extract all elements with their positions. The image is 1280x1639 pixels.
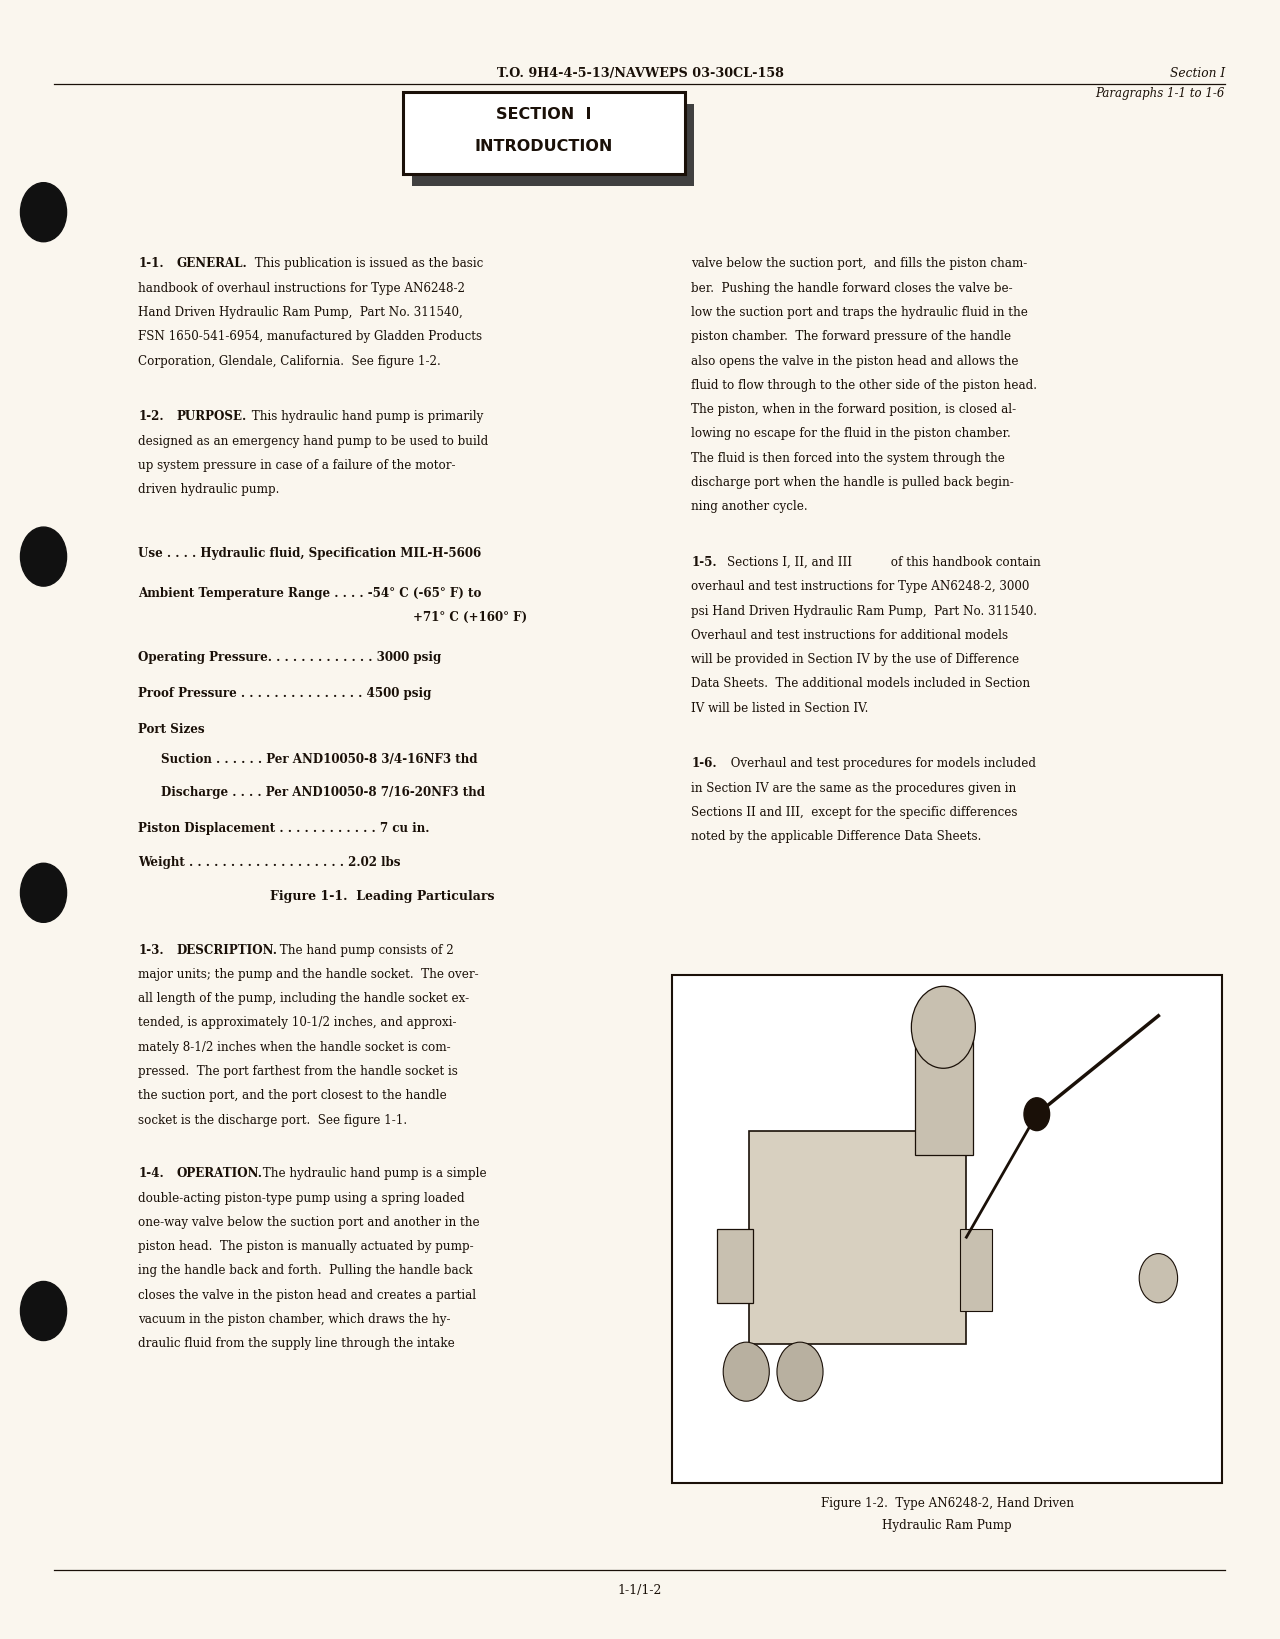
Bar <box>403 93 685 175</box>
Text: SECTION  I: SECTION I <box>497 107 591 121</box>
Circle shape <box>20 184 67 243</box>
Text: Overhaul and test procedures for models included: Overhaul and test procedures for models … <box>727 757 1036 770</box>
Text: Suction . . . . . . Per AND10050-8 3/4-16NF3 thd: Suction . . . . . . Per AND10050-8 3/4-1… <box>161 752 477 765</box>
Bar <box>717 1229 753 1303</box>
Text: Piston Displacement . . . . . . . . . . . . 7 cu in.: Piston Displacement . . . . . . . . . . … <box>138 821 430 834</box>
Text: Sections I, II, and III: Sections I, II, and III <box>727 556 852 569</box>
Text: PURPOSE.: PURPOSE. <box>177 410 247 423</box>
Text: tended, is approximately 10-1/2 inches, and approxi-: tended, is approximately 10-1/2 inches, … <box>138 1016 457 1029</box>
Text: The hand pump consists of 2: The hand pump consists of 2 <box>276 942 454 956</box>
Bar <box>960 1229 992 1311</box>
Text: Overhaul and test instructions for additional models: Overhaul and test instructions for addit… <box>691 628 1009 641</box>
Text: Port Sizes: Port Sizes <box>138 723 205 736</box>
Text: piston chamber.  The forward pressure of the handle: piston chamber. The forward pressure of … <box>691 329 1011 343</box>
Text: fluid to flow through to the other side of the piston head.: fluid to flow through to the other side … <box>691 379 1037 392</box>
Text: lowing no escape for the fluid in the piston chamber.: lowing no escape for the fluid in the pi… <box>691 428 1011 441</box>
Text: designed as an emergency hand pump to be used to build: designed as an emergency hand pump to be… <box>138 434 489 447</box>
Text: ning another cycle.: ning another cycle. <box>691 500 808 513</box>
Text: 1-1/1-2: 1-1/1-2 <box>618 1583 662 1596</box>
Text: driven hydraulic pump.: driven hydraulic pump. <box>138 484 279 497</box>
Bar <box>412 105 694 187</box>
Text: ber.  Pushing the handle forward closes the valve be-: ber. Pushing the handle forward closes t… <box>691 282 1012 295</box>
Text: ing the handle back and forth.  Pulling the handle back: ing the handle back and forth. Pulling t… <box>138 1264 472 1277</box>
Text: 1-4.: 1-4. <box>138 1167 164 1180</box>
Text: also opens the valve in the piston head and allows the: also opens the valve in the piston head … <box>691 354 1019 367</box>
Text: up system pressure in case of a failure of the motor-: up system pressure in case of a failure … <box>138 459 456 472</box>
Text: This hydraulic hand pump is primarily: This hydraulic hand pump is primarily <box>248 410 484 423</box>
Circle shape <box>20 528 67 587</box>
Text: 1-2.: 1-2. <box>138 410 164 423</box>
Text: Weight . . . . . . . . . . . . . . . . . . . 2.02 lbs: Weight . . . . . . . . . . . . . . . . .… <box>138 856 401 869</box>
Text: Data Sheets.  The additional models included in Section: Data Sheets. The additional models inclu… <box>691 677 1030 690</box>
Text: valve below the suction port,  and fills the piston cham-: valve below the suction port, and fills … <box>691 257 1028 270</box>
Text: Section I: Section I <box>1170 67 1225 80</box>
Text: all length of the pump, including the handle socket ex-: all length of the pump, including the ha… <box>138 992 470 1005</box>
Text: Hydraulic Ram Pump: Hydraulic Ram Pump <box>882 1518 1012 1531</box>
Text: Use . . . . Hydraulic fluid, Specification MIL-H-5606: Use . . . . Hydraulic fluid, Specificati… <box>138 546 481 559</box>
Circle shape <box>723 1342 769 1401</box>
Bar <box>749 1131 966 1344</box>
Text: Proof Pressure . . . . . . . . . . . . . . . 4500 psig: Proof Pressure . . . . . . . . . . . . .… <box>138 687 431 700</box>
Text: overhaul and test instructions for Type AN6248-2, 3000: overhaul and test instructions for Type … <box>691 580 1029 593</box>
Text: psi Hand Driven Hydraulic Ram Pump,  Part No. 311540.: psi Hand Driven Hydraulic Ram Pump, Part… <box>691 605 1037 618</box>
Text: The hydraulic hand pump is a simple: The hydraulic hand pump is a simple <box>259 1167 486 1180</box>
Text: Ambient Temperature Range . . . . -54° C (-65° F) to: Ambient Temperature Range . . . . -54° C… <box>138 587 481 600</box>
Text: closes the valve in the piston head and creates a partial: closes the valve in the piston head and … <box>138 1288 476 1301</box>
Text: of this handbook contain: of this handbook contain <box>887 556 1041 569</box>
Text: Sections II and III,  except for the specific differences: Sections II and III, except for the spec… <box>691 805 1018 818</box>
Circle shape <box>20 1282 67 1341</box>
Text: Figure 1-2.  Type AN6248-2, Hand Driven: Figure 1-2. Type AN6248-2, Hand Driven <box>820 1496 1074 1510</box>
Text: Paragraphs 1-1 to 1-6: Paragraphs 1-1 to 1-6 <box>1096 87 1225 100</box>
Text: INTRODUCTION: INTRODUCTION <box>475 139 613 154</box>
Text: Discharge . . . . Per AND10050-8 7/16-20NF3 thd: Discharge . . . . Per AND10050-8 7/16-20… <box>161 785 485 798</box>
Text: 1-5.: 1-5. <box>691 556 717 569</box>
Bar <box>915 1033 973 1155</box>
Text: The fluid is then forced into the system through the: The fluid is then forced into the system… <box>691 451 1005 464</box>
Text: discharge port when the handle is pulled back begin-: discharge port when the handle is pulled… <box>691 475 1014 488</box>
Text: pressed.  The port farthest from the handle socket is: pressed. The port farthest from the hand… <box>138 1064 458 1077</box>
Circle shape <box>1139 1254 1178 1303</box>
Text: noted by the applicable Difference Data Sheets.: noted by the applicable Difference Data … <box>691 829 982 842</box>
Text: low the suction port and traps the hydraulic fluid in the: low the suction port and traps the hydra… <box>691 306 1028 320</box>
Text: 1-3.: 1-3. <box>138 942 164 956</box>
Text: vacuum in the piston chamber, which draws the hy-: vacuum in the piston chamber, which draw… <box>138 1313 451 1326</box>
Text: mately 8-1/2 inches when the handle socket is com-: mately 8-1/2 inches when the handle sock… <box>138 1041 451 1054</box>
Text: Hand Driven Hydraulic Ram Pump,  Part No. 311540,: Hand Driven Hydraulic Ram Pump, Part No.… <box>138 306 463 320</box>
Text: will be provided in Section IV by the use of Difference: will be provided in Section IV by the us… <box>691 652 1019 665</box>
Circle shape <box>20 864 67 923</box>
Circle shape <box>911 987 975 1069</box>
Text: 1-6.: 1-6. <box>691 757 717 770</box>
Text: major units; the pump and the handle socket.  The over-: major units; the pump and the handle soc… <box>138 967 479 980</box>
Text: one-way valve below the suction port and another in the: one-way valve below the suction port and… <box>138 1214 480 1228</box>
Text: FSN 1650-541-6954, manufactured by Gladden Products: FSN 1650-541-6954, manufactured by Gladd… <box>138 329 483 343</box>
Text: +71° C (+160° F): +71° C (+160° F) <box>413 611 527 624</box>
Bar <box>672 975 1222 1483</box>
Text: in Section IV are the same as the procedures given in: in Section IV are the same as the proced… <box>691 782 1016 795</box>
Text: socket is the discharge port.  See figure 1-1.: socket is the discharge port. See figure… <box>138 1113 407 1126</box>
Text: 1-1.: 1-1. <box>138 257 164 270</box>
Text: piston head.  The piston is manually actuated by pump-: piston head. The piston is manually actu… <box>138 1239 474 1252</box>
Text: Corporation, Glendale, California.  See figure 1-2.: Corporation, Glendale, California. See f… <box>138 354 442 367</box>
Text: double-acting piston-type pump using a spring loaded: double-acting piston-type pump using a s… <box>138 1192 465 1205</box>
Text: draulic fluid from the supply line through the intake: draulic fluid from the supply line throu… <box>138 1336 454 1349</box>
Circle shape <box>777 1342 823 1401</box>
Text: OPERATION.: OPERATION. <box>177 1167 262 1180</box>
Text: This publication is issued as the basic: This publication is issued as the basic <box>251 257 483 270</box>
Text: DESCRIPTION.: DESCRIPTION. <box>177 942 278 956</box>
Text: GENERAL.: GENERAL. <box>177 257 247 270</box>
Text: the suction port, and the port closest to the handle: the suction port, and the port closest t… <box>138 1088 447 1101</box>
Text: The piston, when in the forward position, is closed al-: The piston, when in the forward position… <box>691 403 1016 416</box>
Text: handbook of overhaul instructions for Type AN6248-2: handbook of overhaul instructions for Ty… <box>138 282 465 295</box>
Circle shape <box>1024 1098 1050 1131</box>
Text: IV will be listed in Section IV.: IV will be listed in Section IV. <box>691 701 869 715</box>
Text: T.O. 9H4-4-5-13/NAVWEPS 03-30CL-158: T.O. 9H4-4-5-13/NAVWEPS 03-30CL-158 <box>497 67 783 80</box>
Text: Figure 1-1.  Leading Particulars: Figure 1-1. Leading Particulars <box>270 890 495 903</box>
Text: Operating Pressure. . . . . . . . . . . . . 3000 psig: Operating Pressure. . . . . . . . . . . … <box>138 651 442 664</box>
